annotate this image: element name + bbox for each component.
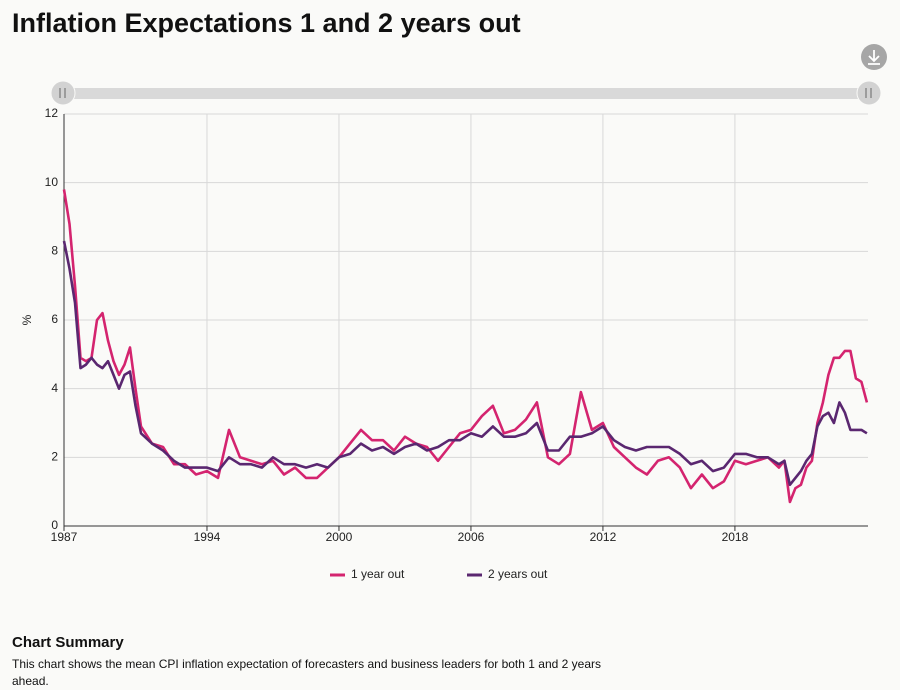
y-tick-label: 0 <box>51 518 58 532</box>
summary-text: This chart shows the mean CPI inflation … <box>12 657 601 688</box>
legend-label: 2 years out <box>488 567 548 581</box>
x-tick-label: 2000 <box>326 530 353 544</box>
y-tick-label: 8 <box>51 244 58 258</box>
range-handle-right[interactable] <box>856 80 882 106</box>
x-tick-label: 2006 <box>458 530 485 544</box>
download-button[interactable] <box>861 44 887 70</box>
range-track[interactable] <box>63 88 869 99</box>
x-tick-label: 1994 <box>194 530 221 544</box>
y-tick-label: 12 <box>45 106 59 120</box>
y-axis-label: % <box>20 314 34 325</box>
y-tick-label: 4 <box>51 381 58 395</box>
chart-title: Inflation Expectations 1 and 2 years out <box>12 8 521 38</box>
y-tick-label: 10 <box>45 175 59 189</box>
series-line <box>62 240 868 487</box>
range-handle-left[interactable] <box>50 80 76 106</box>
x-tick-label: 2018 <box>722 530 749 544</box>
handle-grip <box>865 88 872 98</box>
summary-title: Chart Summary <box>12 634 124 651</box>
download-icon <box>868 50 880 65</box>
legend-label: 1 year out <box>351 567 405 581</box>
handle-grip <box>59 88 66 98</box>
x-tick-label: 1987 <box>51 530 78 544</box>
y-tick-label: 6 <box>51 312 58 326</box>
y-tick-label: 2 <box>51 450 58 464</box>
plot-area: 0 2 4 6 8 10 12 1987 1994 2000 2006 2012 2018 <box>45 106 869 544</box>
x-tick-label: 2012 <box>590 530 617 544</box>
